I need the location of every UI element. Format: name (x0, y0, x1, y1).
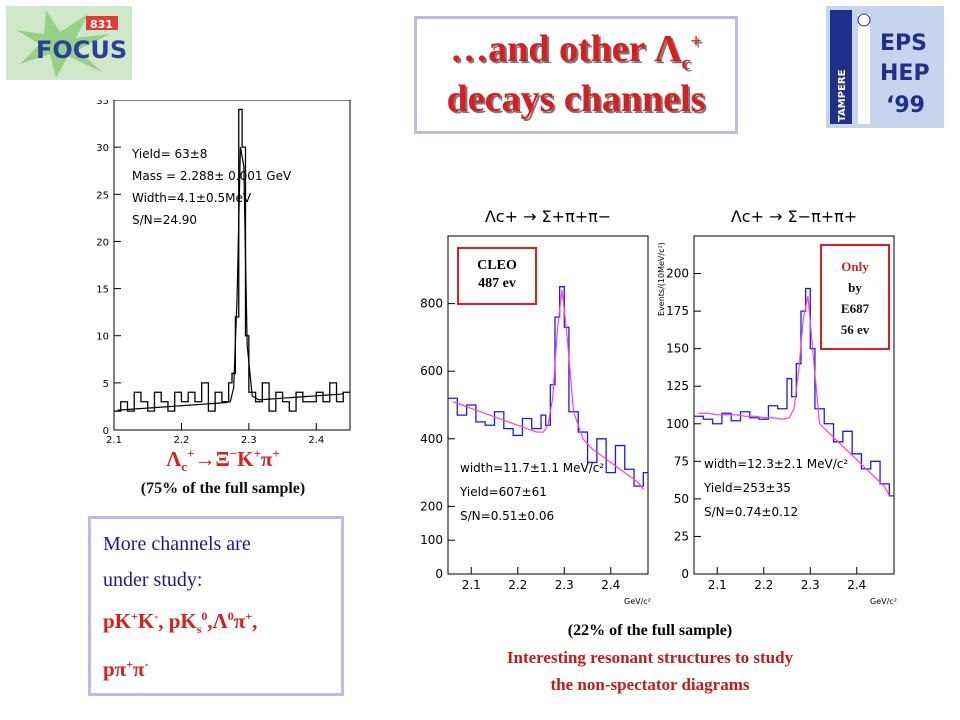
only-box-line4: 56 ev (840, 322, 870, 337)
y-tick-label: 15 (96, 285, 109, 296)
channels-line4: pπ+π- (103, 657, 149, 681)
x-tick-label: 2.1 (708, 578, 727, 592)
fit-curve (117, 147, 344, 411)
y-tick-label: 400 (420, 432, 443, 446)
y-tick-label: 20 (96, 237, 109, 248)
only-box-line1: Only (841, 259, 869, 274)
fit-curve (452, 290, 644, 490)
cleo-box-line2: 487 ev (478, 276, 516, 291)
stats-line: width=11.7±1.1 MeV/c² (460, 461, 604, 475)
y-tick-label: 200 (666, 267, 689, 281)
data-histogram (114, 108, 350, 412)
slide-title-line1: …and other Λc+ (450, 28, 702, 75)
y-tick-label: 600 (420, 364, 443, 378)
stats-line: Yield=607±61 (459, 485, 547, 499)
x-tick-label: 2.2 (754, 578, 773, 592)
only-box-line2: by (848, 280, 862, 295)
more-channels-box: More channels are under study: pK+K-, pK… (88, 516, 344, 696)
y-tick-label: 800 (420, 297, 443, 311)
x-tick-label: 2.4 (847, 578, 866, 592)
right-note-line1: Interesting resonant structures to study (506, 648, 794, 667)
channels-line1: More channels are (103, 533, 251, 555)
right-note-line2: the non-spectator diagrams (550, 675, 750, 694)
stats-line: width=12.3±2.1 MeV/c² (704, 457, 848, 471)
only-box-line3: E687 (840, 301, 870, 316)
x-tick-label: 2.3 (241, 435, 257, 446)
hep-text: HEP (880, 61, 930, 86)
x-axis-label: GeV/c² (870, 597, 897, 606)
stats-line: S/N=0.74±0.12 (704, 505, 798, 519)
x-axis-label: GeV/c² (624, 597, 651, 606)
y-tick-label: 200 (420, 499, 443, 513)
y-tick-label: 5 (103, 379, 109, 390)
x-tick-label: 2.4 (601, 578, 620, 592)
y-axis-label: Events/(10MeV/c²) (657, 242, 666, 316)
left-reaction-label: Λc+→Ξ−K+π+ (166, 446, 280, 475)
right-caption: (22% of the full sample) (567, 622, 733, 639)
eps-hep-logo: TAMPERE EPS HEP ‘99 (826, 6, 944, 128)
cleo-box: CLEO 487 ev (457, 247, 537, 305)
y-tick-label: 50 (674, 492, 689, 506)
focus-logo-text: FOCUS (36, 36, 127, 64)
y-tick-label: 10 (96, 332, 109, 343)
left-caption: (75% of the full sample) (140, 480, 306, 497)
y-tick-label: 25 (674, 529, 689, 543)
stats-line: Yield=253±35 (703, 481, 791, 495)
y-tick-label: 35 (96, 100, 109, 107)
stats-line: Width=4.1±0.5MeV (132, 191, 252, 205)
x-tick-label: 2.3 (801, 578, 820, 592)
y-tick-label: 0 (103, 426, 109, 437)
left-histogram: 0 5 10 15 20 25 30 35 2.1 2.2 2.3 2.4 Yield= 63±8 Mas… (86, 96, 356, 450)
eps-vertical-text: TAMPERE (837, 69, 848, 122)
y-tick-label: 25 (96, 190, 109, 201)
focus-logo: FOCUS 831 (6, 6, 132, 80)
y-tick-label: 100 (666, 417, 689, 431)
channels-line3: pK+K-, pKs0,Λ0π+, (103, 609, 258, 637)
x-tick-label: 2.1 (462, 578, 481, 592)
y-tick-label: 30 (96, 143, 109, 154)
only-e687-box: Only by E687 56 ev (820, 244, 890, 350)
year-text: ‘99 (886, 93, 925, 118)
x-tick-label: 2.2 (508, 578, 527, 592)
x-tick-label: 2.4 (308, 435, 324, 446)
focus-badge: 831 (90, 18, 113, 31)
stats-line: S/N=24.90 (132, 213, 197, 227)
x-tick-label: 2.3 (555, 578, 574, 592)
x-tick-label: 2.2 (173, 435, 189, 446)
panel-title: Λc+ → Σ−π+π+ (731, 207, 857, 226)
y-tick-label: 100 (420, 533, 443, 547)
panel-title: Λc+ → Σ+π+π− (485, 207, 611, 226)
channels-line2: under study: (103, 569, 203, 591)
data-histogram (448, 286, 648, 487)
stats-line: Mass = 2.288± 0.001 GeV (132, 169, 292, 183)
cleo-box-line1: CLEO (477, 258, 517, 273)
data-histogram (694, 287, 894, 497)
y-tick-label: 0 (681, 567, 689, 581)
y-tick-label: 125 (666, 379, 689, 393)
stats-line: S/N=0.51±0.06 (460, 509, 554, 523)
slide-title-box: …and other Λc+ decays channels (414, 16, 738, 134)
x-tick-label: 2.1 (106, 435, 122, 446)
slide-title-line2: decays channels (446, 78, 706, 120)
y-tick-label: 175 (666, 304, 689, 318)
y-tick-label: 0 (435, 567, 443, 581)
stats-line: Yield= 63±8 (131, 147, 207, 161)
y-tick-label: 150 (666, 342, 689, 356)
y-tick-label: 75 (674, 454, 689, 468)
fit-curve (698, 295, 890, 497)
eps-text: EPS (880, 31, 927, 56)
